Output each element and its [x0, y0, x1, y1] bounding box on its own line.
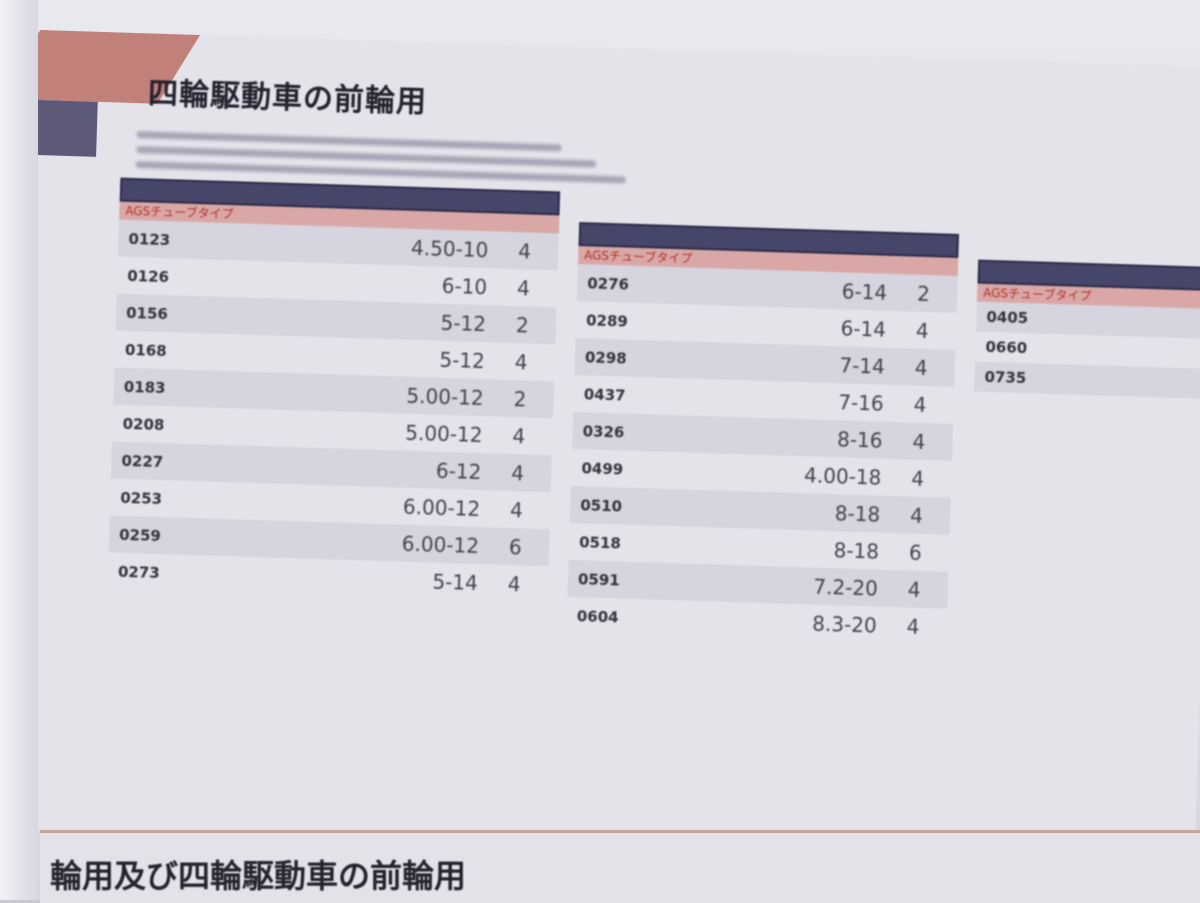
cell-size: 7-14: [839, 352, 886, 379]
cell-ply: 4: [514, 349, 528, 374]
cell-size: 8.3-20: [811, 611, 878, 638]
cell-size: 5-14: [432, 569, 479, 595]
cell-ply: 4: [509, 497, 524, 522]
cell-ply: 2: [515, 312, 530, 337]
next-section: 輪用及び四輪駆動車の前輪用: [40, 830, 1200, 903]
cell-size: 6-12: [435, 458, 482, 484]
cell-code: 0259: [118, 525, 162, 545]
cell-ply: 4: [907, 577, 921, 602]
cell-code: 0183: [123, 377, 166, 397]
cell-ply: 2: [916, 281, 931, 306]
table-row: 0735: [974, 361, 1200, 400]
cell-size: [1095, 380, 1195, 383]
cell-ply: 4: [906, 614, 920, 639]
cell-code: 0289: [585, 310, 629, 331]
cell-ply: 2: [513, 386, 527, 411]
cell-code: 0298: [584, 347, 628, 368]
cell-code: 0437: [583, 384, 626, 405]
cell-code: 0405: [986, 307, 1029, 328]
cell-size: 4.50-10: [410, 235, 489, 262]
cell-ply: 4: [510, 460, 525, 485]
monitor-bezel: [0, 0, 38, 900]
cell-size: [1096, 320, 1196, 323]
cell-size: 6.00-12: [401, 531, 480, 558]
cell-size: 4.00-18: [803, 462, 882, 490]
cell-code: 0168: [124, 340, 168, 360]
cell-size: 5-12: [439, 347, 486, 373]
cell-code: 0326: [582, 421, 625, 442]
cell-size: 8-18: [833, 537, 880, 564]
cell-size: 6.00-12: [402, 494, 481, 521]
cell-size: 6-10: [441, 273, 488, 299]
cell-code: 0123: [128, 229, 171, 249]
cell-ply: [1195, 353, 1200, 354]
cell-code: 0227: [121, 451, 164, 471]
tire-table-3: AGSチューブタイプ 0405 0660 0735: [974, 259, 1200, 400]
cell-size: [1095, 350, 1195, 353]
cell-ply: 4: [517, 238, 532, 264]
cell-size: 5.00-12: [404, 420, 483, 447]
cell-size: 6-14: [840, 315, 887, 342]
cell-size: 5-12: [440, 310, 487, 336]
cell-code: 0273: [117, 562, 161, 582]
section-title: 四輪駆動車の前輪用: [147, 76, 428, 121]
cell-code: 0156: [125, 303, 169, 323]
next-section-title: 輪用及び四輪駆動車の前輪用: [50, 857, 467, 895]
cell-ply: 6: [908, 540, 923, 565]
cell-code: 0510: [580, 495, 623, 516]
cell-code: 0735: [984, 367, 1027, 388]
cell-code: 0253: [120, 488, 163, 508]
cell-size: 8-16: [836, 426, 883, 453]
tire-table-2: AGSチューブタイプ 0276 6-14 2 0289 6-14 4 0298 7-14 4 04…: [566, 222, 960, 646]
cell-size: 7-16: [837, 389, 885, 416]
cell-ply: 4: [516, 275, 531, 301]
cell-code: 0518: [578, 532, 622, 552]
cell-ply: 4: [512, 423, 526, 448]
cell-code: 0126: [127, 266, 170, 286]
cell-ply: [1194, 383, 1200, 384]
cell-code: 0604: [576, 606, 619, 626]
cell-ply: 4: [909, 503, 924, 528]
cell-ply: 6: [508, 534, 523, 559]
cell-ply: 4: [915, 318, 930, 343]
cell-size: 7.2-20: [813, 574, 879, 601]
cell-ply: 4: [913, 392, 927, 417]
cell-code: 0591: [577, 569, 621, 589]
tire-table-1: AGSチューブタイプ 0123 4.50-10 4 0126 6-10 4 0156 5-12…: [107, 177, 561, 604]
cell-ply: 4: [910, 466, 925, 491]
cell-code: 0208: [122, 414, 165, 434]
cell-code: 0660: [985, 337, 1028, 358]
cell-code: 0276: [587, 273, 630, 294]
cell-ply: [1196, 323, 1200, 324]
cell-size: 8-18: [834, 500, 881, 527]
cell-code: 0499: [581, 458, 624, 479]
cell-size: 5.00-12: [406, 383, 485, 410]
cell-ply: 4: [914, 355, 928, 380]
cell-ply: 4: [912, 429, 926, 454]
document-page: 四輪駆動車の前輪用 AGSチューブタイプ 0123 4.50-10 4 0126 6-1…: [0, 30, 1200, 867]
cell-ply: 4: [507, 571, 521, 596]
cell-size: 6-14: [841, 278, 888, 305]
